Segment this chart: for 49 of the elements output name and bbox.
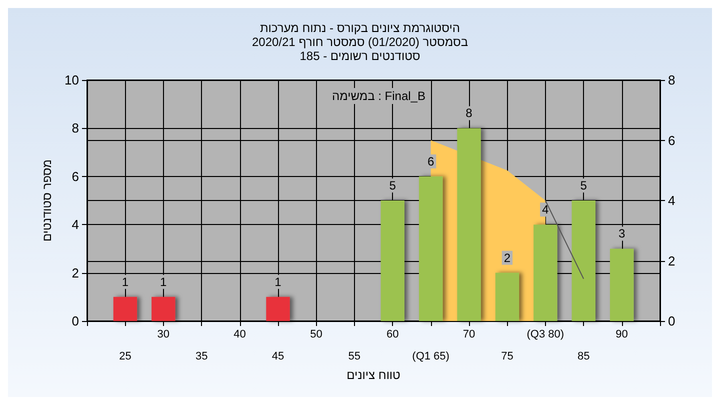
y2-tick-label: 8 bbox=[668, 72, 676, 88]
x-tick-label: (Q1 65) bbox=[412, 350, 450, 362]
y-tick-label: 2 bbox=[72, 265, 79, 280]
x-tick-label: 55 bbox=[348, 350, 361, 362]
bar bbox=[113, 296, 138, 321]
bar bbox=[418, 176, 443, 321]
data-label: 1 bbox=[122, 274, 129, 289]
y2-tick-label: 0 bbox=[668, 314, 676, 328]
data-label: 1 bbox=[274, 274, 282, 289]
chart-title: היסטוגרמת ציונים בקורס - נתוח מערכות בסמסטר (01/2020) סמסטר חורף 2020/21 185 - סטודנטים רשומים bbox=[252, 21, 468, 63]
y-tick-label: 10 bbox=[64, 72, 79, 88]
data-label: 1 bbox=[160, 274, 168, 289]
x-tick-label: 60 bbox=[386, 328, 399, 340]
bar bbox=[266, 296, 290, 321]
data-label: 6 bbox=[427, 154, 434, 168]
data-label: 3 bbox=[618, 226, 626, 241]
y2-tick-label: 6 bbox=[668, 132, 676, 148]
bar bbox=[610, 248, 634, 321]
y-tick-label: 0 bbox=[72, 314, 79, 328]
x-tick-label: 25 bbox=[119, 350, 132, 362]
y-tick-label: 4 bbox=[72, 217, 79, 232]
x-tick-label: 85 bbox=[577, 350, 590, 362]
data-label: 5 bbox=[389, 178, 396, 192]
x-tick-label: (Q3 80) bbox=[526, 328, 564, 340]
bar bbox=[152, 296, 176, 321]
x-tick-label: 40 bbox=[234, 328, 246, 340]
y-tick-label: 6 bbox=[72, 168, 79, 184]
bar bbox=[380, 200, 404, 321]
bar bbox=[534, 224, 558, 321]
data-label: 8 bbox=[466, 106, 473, 120]
bar bbox=[495, 272, 520, 321]
y-tick-label: 8 bbox=[72, 120, 79, 136]
x-tick-label: 45 bbox=[272, 350, 284, 362]
x-tick-label: 30 bbox=[157, 328, 170, 340]
data-label: 2 bbox=[504, 250, 511, 265]
x-tick-label: 75 bbox=[501, 350, 514, 362]
bar bbox=[457, 128, 481, 321]
x-tick-label: 35 bbox=[195, 350, 208, 362]
data-label: 5 bbox=[580, 178, 588, 192]
data-label: 4 bbox=[542, 202, 550, 217]
y2-tick-label: 2 bbox=[668, 253, 676, 268]
y-axis-title: מספר סטודנטים bbox=[40, 159, 54, 242]
x-tick-label: 90 bbox=[616, 328, 628, 340]
bar bbox=[572, 200, 596, 321]
x-tick-label: 70 bbox=[462, 328, 476, 340]
x-tick-label: 50 bbox=[310, 328, 322, 340]
annotation: במשימה : Final_B bbox=[332, 89, 426, 103]
y2-tick-label: 4 bbox=[668, 193, 676, 208]
x-axis-title: טווח ציונים bbox=[346, 368, 401, 382]
